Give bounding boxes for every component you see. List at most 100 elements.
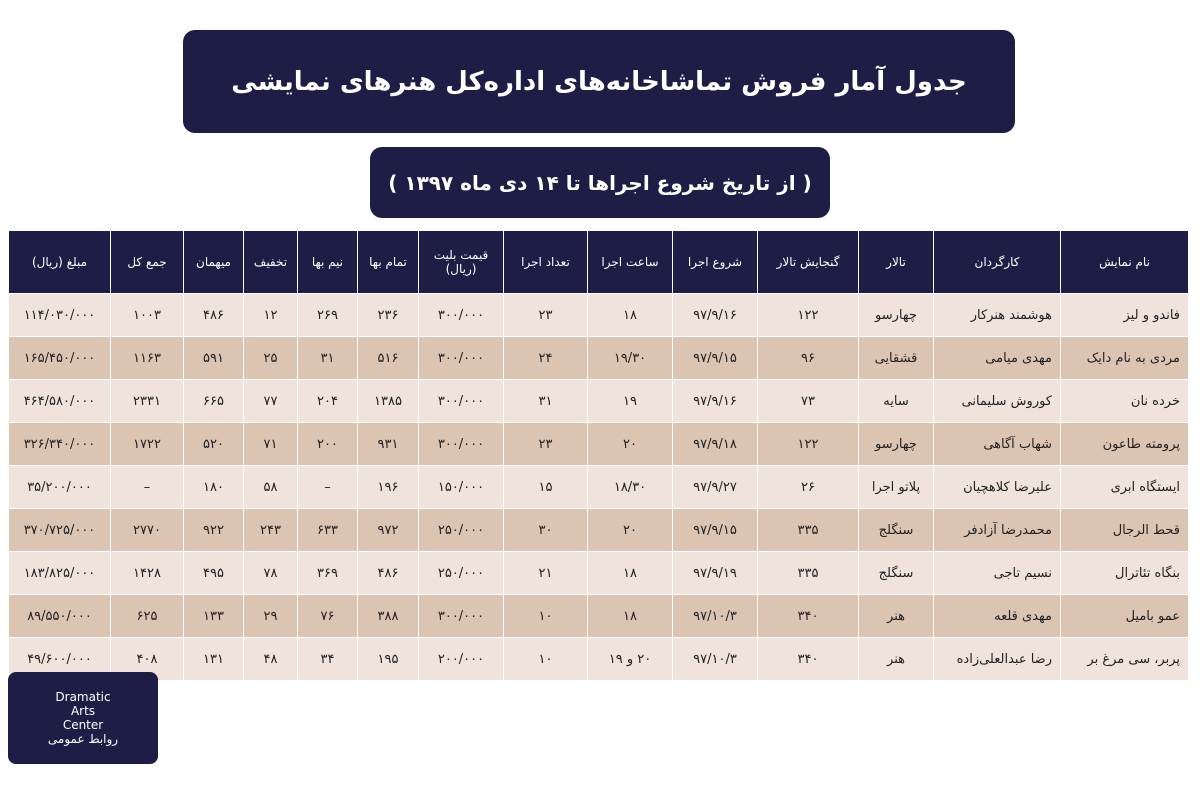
cell: ۷۸ (243, 551, 298, 595)
cell: فاندو و لیز (1060, 293, 1189, 337)
title: جدول آمار فروش تماشاخانه‌های اداره‌کل هن… (183, 30, 1015, 133)
column-header: قیمت بلیت (ریال) (418, 230, 504, 294)
cell: ۲۳۶ (357, 293, 419, 337)
cell: هوشمند هنرکار (933, 293, 1061, 337)
cell: بنگاه تئاترال (1060, 551, 1189, 595)
table-row: ایستگاه ابری علیرضا کلاهچیان پلاتو اجرا ۲۶ ۹… (8, 465, 1189, 509)
cell: قحط الرجال (1060, 508, 1189, 552)
cell: ۱۴۲۸ (110, 551, 184, 595)
cell: سنگلج (858, 551, 934, 595)
cell: ۲۰ و ۱۹ (587, 637, 673, 681)
cell: ۲۰ (587, 422, 673, 466)
sales-table: نام نمایش کارگردان تالار گنجایش تالار شروع ا… (8, 230, 1189, 681)
cell: ایستگاه ابری (1060, 465, 1189, 509)
cell: – (110, 465, 184, 509)
column-header: ساعت اجرا (587, 230, 673, 294)
cell: ۱۸ (587, 594, 673, 638)
cell: ۲۶۹ (297, 293, 358, 337)
cell: ۶۲۵ (110, 594, 184, 638)
cell: ۱۰ (503, 594, 588, 638)
cell: خرده نان (1060, 379, 1189, 423)
cell: ۲۳ (503, 422, 588, 466)
cell: ۴۹۵ (183, 551, 244, 595)
column-header: تخفیف (243, 230, 298, 294)
table-row: پرومته طاعون شهاب آگاهی چهارسو ۱۲۲ ۹۷/۹/۱۸ ۲۰… (8, 422, 1189, 466)
cell: ۳۰۰/۰۰۰ (418, 422, 504, 466)
cell: ۷۱ (243, 422, 298, 466)
cell: ۳۰۰/۰۰۰ (418, 379, 504, 423)
cell: ۱۲ (243, 293, 298, 337)
cell: ۴۸۶ (183, 293, 244, 337)
cell: ۳۱ (503, 379, 588, 423)
cell: ۹۷/۹/۱۶ (672, 293, 758, 337)
cell: ۱۰۰۳ (110, 293, 184, 337)
cell: ۱۰ (503, 637, 588, 681)
cell: ۲۳۳۱ (110, 379, 184, 423)
logo-text: Center (62, 718, 104, 732)
cell: ۱۲۲ (757, 293, 859, 337)
cell: ۹۷/۹/۱۹ (672, 551, 758, 595)
cell: عمو بامیل (1060, 594, 1189, 638)
table-row: عمو بامیل مهدی قلعه هنر ۳۴۰ ۹۷/۱۰/۳ ۱۸ ۱۰ ۳۰۰/۰… (8, 594, 1189, 638)
cell: سایه (858, 379, 934, 423)
cell: مهدی میامی (933, 336, 1061, 380)
cell: هنر (858, 594, 934, 638)
cell: ۱۷۲۲ (110, 422, 184, 466)
cell: ۱۹ (587, 379, 673, 423)
cell: ۱۹۵ (357, 637, 419, 681)
column-header: نام نمایش (1060, 230, 1189, 294)
cell: ۲۰ (587, 508, 673, 552)
cell: ۳۱ (297, 336, 358, 380)
cell: ۷۳ (757, 379, 859, 423)
cell: ۲۰۴ (297, 379, 358, 423)
cell: ۱۱۶۳ (110, 336, 184, 380)
cell: ۲۹ (243, 594, 298, 638)
table-row: مردی به نام دایک مهدی میامی قشقایی ۹۶ ۹۷/۹/۱… (8, 336, 1189, 380)
table-row: پربر، سی مرغ بر رضا عبدالعلی‌زاده هنر ۳۴۰ ۹۷… (8, 637, 1189, 681)
cell: شهاب آگاهی (933, 422, 1061, 466)
cell: ۳۴۰ (757, 594, 859, 638)
cell: قشقایی (858, 336, 934, 380)
logo: Dramatic Arts Center روابط عمومی (8, 672, 158, 764)
cell: ۲۳ (503, 293, 588, 337)
column-header: نیم بها (297, 230, 358, 294)
cell: ۹۷۲ (357, 508, 419, 552)
cell: محمدرضا آزادفر (933, 508, 1061, 552)
cell: ۱۸۳/۸۲۵/۰۰۰ (8, 551, 111, 595)
cell: ۹۷/۹/۲۷ (672, 465, 758, 509)
cell: نسیم تاجی (933, 551, 1061, 595)
cell: ۲۶ (757, 465, 859, 509)
cell: ۲۵۰/۰۰۰ (418, 551, 504, 595)
column-header: شروع اجرا (672, 230, 758, 294)
cell: ۴۶۴/۵۸۰/۰۰۰ (8, 379, 111, 423)
table-row: خرده نان کوروش سلیمانی سایه ۷۳ ۹۷/۹/۱۶ ۱۹ ۳۱ ۳۰… (8, 379, 1189, 423)
cell: رضا عبدالعلی‌زاده (933, 637, 1061, 681)
column-header: کارگردان (933, 230, 1061, 294)
cell: ۱۸ (587, 293, 673, 337)
logo-text: روابط عمومی (47, 732, 119, 746)
cell: پربر، سی مرغ بر (1060, 637, 1189, 681)
column-header: تعداد اجرا (503, 230, 588, 294)
cell: ۹۲۲ (183, 508, 244, 552)
cell: ۱۹/۳۰ (587, 336, 673, 380)
logo-text: Arts (70, 704, 96, 718)
cell: ۲۰۰/۰۰۰ (418, 637, 504, 681)
cell: ۳۰۰/۰۰۰ (418, 336, 504, 380)
column-header: تمام بها (357, 230, 419, 294)
cell: چهارسو (858, 422, 934, 466)
cell: ۳۸۸ (357, 594, 419, 638)
cell: ۳۴ (297, 637, 358, 681)
cell: چهارسو (858, 293, 934, 337)
cell: ۳۵/۲۰۰/۰۰۰ (8, 465, 111, 509)
cell: مردی به نام دایک (1060, 336, 1189, 380)
logo-text: Dramatic (55, 690, 111, 704)
cell: – (297, 465, 358, 509)
cell: ۷۶ (297, 594, 358, 638)
subtitle: ( از تاریخ شروع اجراها تا ۱۴ دی ماه ۱۳۹۷… (370, 147, 830, 218)
cell: ۵۱۶ (357, 336, 419, 380)
cell: ۳۰۰/۰۰۰ (418, 594, 504, 638)
cell: سنگلج (858, 508, 934, 552)
cell: ۵۸ (243, 465, 298, 509)
cell: ۲۴ (503, 336, 588, 380)
